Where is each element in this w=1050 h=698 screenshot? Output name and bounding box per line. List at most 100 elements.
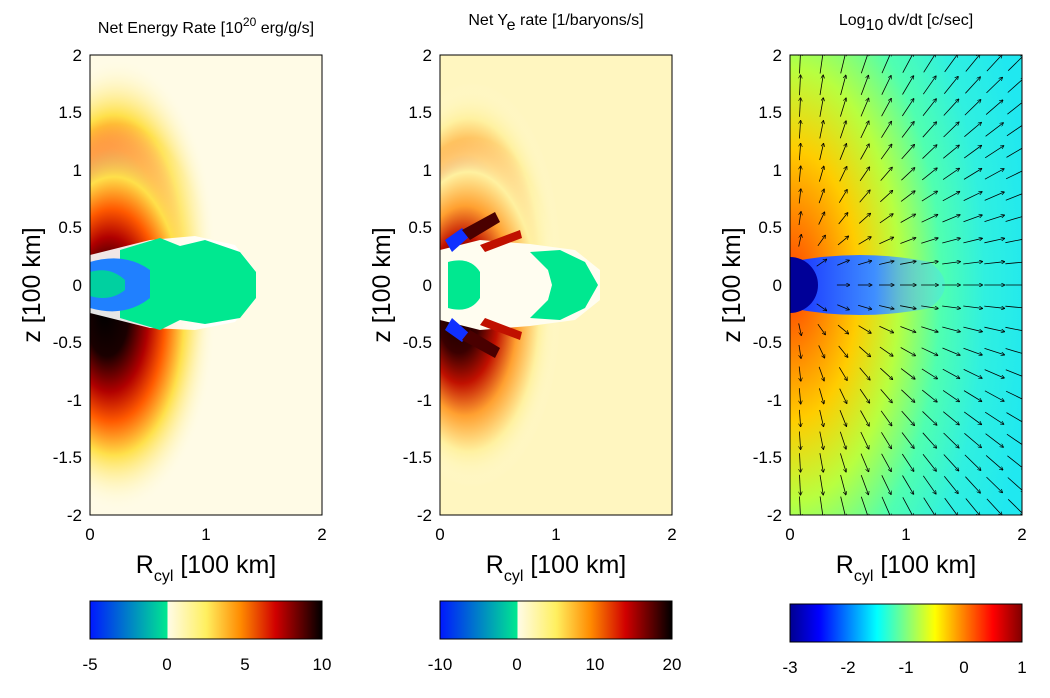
velocity-arrow [964, 432, 981, 447]
velocity-arrow [942, 347, 960, 355]
velocity-arrow [840, 75, 846, 96]
velocity-arrow [1005, 390, 1022, 400]
velocity-arrow [819, 409, 824, 426]
panel-3-xtick: 0 [785, 525, 794, 544]
velocity-arrow [799, 212, 801, 226]
velocity-arrow [943, 475, 958, 493]
velocity-arrow [943, 432, 959, 448]
velocity-arrow [923, 55, 936, 73]
velocity-arrow [818, 189, 824, 204]
panel-3-ytick: 1 [773, 161, 782, 180]
velocity-arrow [840, 496, 846, 515]
velocity-arrow [900, 261, 916, 265]
velocity-arrow [860, 144, 870, 160]
velocity-arrow [860, 410, 870, 426]
velocity-arrow [921, 368, 937, 379]
velocity-arrows [798, 55, 1022, 515]
velocity-arrow [984, 215, 1005, 222]
velocity-arrow [880, 367, 892, 379]
velocity-arrow [799, 409, 800, 427]
velocity-arrow [986, 498, 1002, 515]
velocity-arrow [799, 366, 801, 381]
panel-1-ytick: -2 [67, 506, 82, 525]
velocity-arrow [858, 237, 871, 245]
velocity-arrow [881, 122, 891, 138]
velocity-arrow [880, 410, 892, 426]
velocity-arrow [902, 497, 913, 515]
panel-2-y-ticks: 2 1.5 1 0.5 0 -0.5 -1 -1.5 -2 [403, 46, 432, 525]
velocity-arrow [922, 76, 936, 95]
velocity-arrow [965, 77, 980, 94]
velocity-arrow [986, 78, 1003, 94]
velocity-arrow [902, 475, 914, 495]
velocity-arrow [879, 237, 893, 245]
velocity-arrow [984, 238, 1004, 244]
velocity-arrow [921, 305, 938, 309]
velocity-arrow [963, 305, 982, 308]
velocity-arrow [860, 431, 869, 449]
velocity-arrow [799, 388, 800, 404]
velocity-arrow [1007, 477, 1022, 493]
velocity-arrow [819, 121, 824, 139]
velocity-arrow [963, 390, 982, 402]
panel-2-heatmap [440, 55, 672, 515]
velocity-arrow [901, 432, 914, 449]
velocity-arrow [839, 410, 846, 426]
velocity-arrow [901, 389, 914, 402]
velocity-arrow [901, 453, 913, 471]
panel-3-heatmap [790, 55, 1022, 515]
velocity-arrow [881, 496, 891, 515]
velocity-arrow [985, 100, 1003, 115]
velocity-arrow [963, 326, 982, 332]
velocity-arrow [860, 76, 868, 96]
velocity-arrow [838, 190, 847, 203]
velocity-arrow [984, 390, 1004, 401]
panel-3-title: Log10 dv/dt [c/sec] [839, 12, 973, 34]
velocity-arrow [963, 192, 982, 201]
panel-2-xtick: 0 [435, 525, 444, 544]
panel-2-ylabel: z [100 km] [368, 227, 396, 342]
velocity-arrow [942, 238, 960, 244]
velocity-arrow [984, 369, 1004, 378]
velocity-arrow [840, 474, 846, 495]
velocity-arrow [800, 453, 801, 472]
velocity-arrow [798, 323, 802, 335]
velocity-arrow [816, 259, 827, 267]
velocity-arrow [921, 238, 938, 244]
panel-2-ytick: 1 [423, 161, 432, 180]
velocity-arrow [858, 325, 871, 333]
velocity-arrow [819, 55, 823, 74]
panel-1-ytick: 1.5 [58, 103, 82, 122]
velocity-arrow [943, 145, 959, 159]
velocity-arrow [985, 455, 1003, 469]
velocity-arrow [901, 410, 915, 425]
velocity-arrow [860, 496, 868, 515]
velocity-arrow [839, 167, 847, 182]
panel-1-ytick: 0.5 [58, 218, 82, 237]
panel-3-ytick: -2 [767, 506, 782, 525]
panel-3-ytick: -1 [767, 391, 782, 410]
velocity-arrow [942, 368, 960, 378]
velocity-arrow [984, 169, 1004, 180]
velocity-arrow [984, 262, 1004, 265]
velocity-arrow [881, 432, 891, 448]
velocity-arrow [986, 55, 1002, 72]
velocity-arrow [1005, 216, 1022, 222]
velocity-arrow [860, 453, 869, 472]
velocity-arrow [818, 366, 824, 381]
panel-1-ytick: -1.5 [53, 448, 82, 467]
panel-2-ytick: 1.5 [408, 103, 432, 122]
panel-3-ytick: -1.5 [753, 448, 782, 467]
panel-3-colorbar-ticks: -3 -2 -1 0 1 [782, 658, 1026, 677]
velocity-arrow [965, 55, 980, 72]
velocity-arrow [901, 122, 914, 138]
velocity-arrow [857, 261, 871, 266]
velocity-arrow [858, 213, 870, 224]
panel-3-ytick: 0.5 [758, 218, 782, 237]
velocity-arrow [880, 389, 892, 402]
panel-3-ytick: -0.5 [753, 333, 782, 352]
velocity-arrow [943, 122, 959, 138]
velocity-arrow [902, 55, 913, 73]
velocity-arrow [965, 498, 980, 515]
velocity-arrow [881, 55, 891, 74]
